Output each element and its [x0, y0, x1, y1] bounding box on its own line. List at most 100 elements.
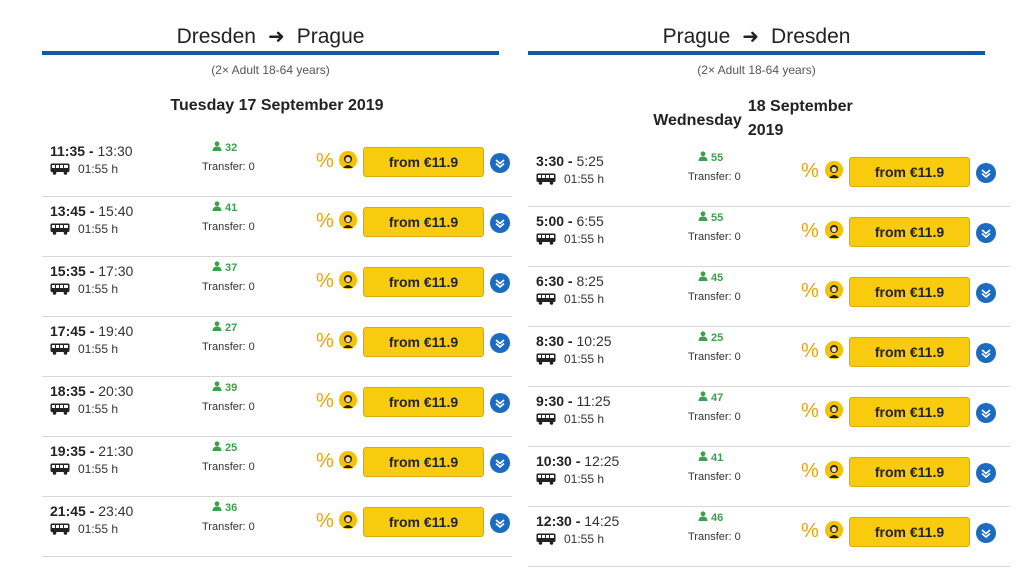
- destination-city: Prague: [296, 25, 365, 48]
- driver-avatar-icon: [339, 511, 357, 529]
- time-separator: -: [85, 323, 99, 339]
- price-button[interactable]: from €11.9: [849, 397, 970, 427]
- price-button[interactable]: from €11.9: [363, 267, 484, 297]
- price-button[interactable]: from €11.9: [363, 507, 484, 537]
- time-separator: -: [85, 503, 99, 519]
- arrival-time: 19:40: [98, 323, 134, 339]
- trip-duration: 01:55 h: [536, 232, 604, 246]
- available-seats: 27: [212, 321, 237, 334]
- chevron-down-icon[interactable]: [976, 283, 996, 303]
- time-separator: -: [571, 513, 585, 529]
- trip-list: 3:30 - 5:25 01:55 h 55 Transfer: 0 % fro…: [528, 147, 1010, 567]
- chevron-down-icon[interactable]: [976, 223, 996, 243]
- chevron-down-icon[interactable]: [490, 513, 510, 533]
- route-header: Prague ➜ Dresden: [528, 0, 985, 55]
- time-separator: -: [571, 453, 585, 469]
- chevron-down-icon[interactable]: [490, 333, 510, 353]
- trip-row[interactable]: 10:30 - 12:25 01:55 h 41 Transfer: 0 % f…: [528, 447, 1010, 507]
- person-icon: [212, 141, 222, 154]
- trip-row[interactable]: 17:45 - 19:40 01:55 h 27 Transfer: 0 % f…: [42, 317, 512, 377]
- price-button[interactable]: from €11.9: [363, 327, 484, 357]
- time-separator: -: [85, 143, 98, 159]
- arrival-time: 13:30: [97, 143, 133, 159]
- chevron-down-icon[interactable]: [976, 403, 996, 423]
- chevron-down-icon[interactable]: [490, 153, 510, 173]
- bus-icon: [50, 223, 70, 235]
- duration-text: 01:55 h: [564, 232, 605, 246]
- price-button[interactable]: from €11.9: [363, 447, 484, 477]
- transfer-count: Transfer: 0: [688, 411, 741, 423]
- percent-icon: %: [316, 150, 334, 172]
- trip-row[interactable]: 3:30 - 5:25 01:55 h 55 Transfer: 0 % fro…: [528, 147, 1010, 207]
- trip-times: 17:45 - 19:40: [50, 323, 133, 339]
- time-separator: -: [85, 383, 99, 399]
- trip-row[interactable]: 6:30 - 8:25 01:55 h 45 Transfer: 0 % fro…: [528, 267, 1010, 327]
- price-button[interactable]: from €11.9: [363, 387, 484, 417]
- price-button[interactable]: from €11.9: [849, 217, 970, 247]
- price-button[interactable]: from €11.9: [849, 157, 970, 187]
- transfer-count: Transfer: 0: [688, 171, 741, 183]
- trip-row[interactable]: 8:30 - 10:25 01:55 h 25 Transfer: 0 % fr…: [528, 327, 1010, 387]
- time-separator: -: [85, 443, 99, 459]
- available-seats: 55: [698, 211, 723, 224]
- price-button[interactable]: from €11.9: [363, 147, 484, 177]
- trip-row[interactable]: 15:35 - 17:30 01:55 h 37 Transfer: 0 % f…: [42, 257, 512, 317]
- person-icon: [212, 501, 222, 514]
- transfer-count: Transfer: 0: [202, 401, 255, 413]
- price-button[interactable]: from €11.9: [849, 337, 970, 367]
- transfer-count: Transfer: 0: [202, 281, 255, 293]
- time-separator: -: [85, 263, 99, 279]
- person-icon: [698, 511, 708, 524]
- trip-row[interactable]: 11:35 - 13:30 01:55 h 32 Transfer: 0 % f…: [42, 137, 512, 197]
- departure-time: 5:00: [536, 213, 565, 229]
- trip-row[interactable]: 21:45 - 23:40 01:55 h 36 Transfer: 0 % f…: [42, 497, 512, 557]
- chevron-down-icon[interactable]: [490, 273, 510, 293]
- chevron-down-icon[interactable]: [976, 523, 996, 543]
- person-icon: [698, 151, 708, 164]
- seats-count: 36: [225, 501, 238, 514]
- trip-duration: 01:55 h: [50, 342, 118, 356]
- duration-text: 01:55 h: [78, 222, 119, 236]
- trip-row[interactable]: 19:35 - 21:30 01:55 h 25 Transfer: 0 % f…: [42, 437, 512, 497]
- price-button[interactable]: from €11.9: [363, 207, 484, 237]
- seats-count: 55: [711, 151, 724, 164]
- duration-text: 01:55 h: [564, 472, 605, 486]
- time-separator: -: [564, 333, 577, 349]
- departure-time: 13:45: [50, 203, 86, 219]
- chevron-down-icon[interactable]: [976, 343, 996, 363]
- seats-count: 37: [225, 261, 238, 274]
- arrival-time: 14:25: [584, 513, 620, 529]
- price-button[interactable]: from €11.9: [849, 457, 970, 487]
- price-button[interactable]: from €11.9: [849, 517, 970, 547]
- chevron-down-icon[interactable]: [490, 453, 510, 473]
- trip-row[interactable]: 9:30 - 11:25 01:55 h 47 Transfer: 0 % fr…: [528, 387, 1010, 447]
- time-separator: -: [564, 273, 577, 289]
- trip-row[interactable]: 12:30 - 14:25 01:55 h 46 Transfer: 0 % f…: [528, 507, 1010, 567]
- available-seats: 25: [212, 441, 237, 454]
- trip-row[interactable]: 18:35 - 20:30 01:55 h 39 Transfer: 0 % f…: [42, 377, 512, 437]
- driver-avatar-icon: [339, 151, 357, 169]
- available-seats: 46: [698, 511, 723, 524]
- trip-times: 21:45 - 23:40: [50, 503, 133, 519]
- travel-date-rest: 18 September 2019: [747, 98, 853, 139]
- chevron-down-icon[interactable]: [490, 393, 510, 413]
- chevron-down-icon[interactable]: [976, 463, 996, 483]
- chevron-down-icon[interactable]: [976, 163, 996, 183]
- person-icon: [698, 271, 708, 284]
- trip-row[interactable]: 13:45 - 15:40 01:55 h 41 Transfer: 0 % f…: [42, 197, 512, 257]
- duration-text: 01:55 h: [78, 342, 119, 356]
- trip-duration: 01:55 h: [536, 532, 604, 546]
- travel-date: Wednesday 18 September 2019: [528, 95, 985, 147]
- available-seats: 41: [212, 201, 237, 214]
- price-button[interactable]: from €11.9: [849, 277, 970, 307]
- seats-count: 39: [225, 381, 238, 394]
- trip-row[interactable]: 5:00 - 6:55 01:55 h 55 Transfer: 0 % fro…: [528, 207, 1010, 267]
- arrival-time: 21:30: [98, 443, 134, 459]
- bus-icon: [50, 523, 70, 535]
- trip-times: 6:30 - 8:25: [536, 273, 604, 289]
- chevron-down-icon[interactable]: [490, 213, 510, 233]
- duration-text: 01:55 h: [78, 402, 119, 416]
- bus-icon: [50, 283, 70, 295]
- duration-text: 01:55 h: [78, 522, 119, 536]
- bus-icon: [50, 343, 70, 355]
